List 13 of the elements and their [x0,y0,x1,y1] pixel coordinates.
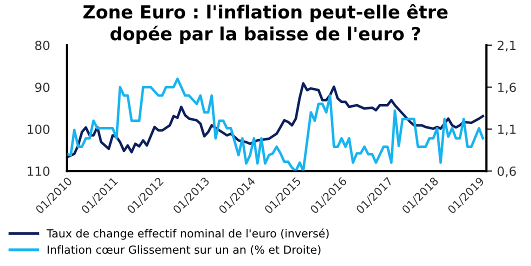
y-tick-label: 80 [35,40,50,50]
legend-label: Taux de change effectif nominal de l'euro (inversé) [46,228,329,240]
y-tick-label: 100 [28,124,50,134]
y-tick-label: 90 [35,82,50,92]
y2-tick-label: 2,1 [498,40,516,52]
y2-tick-label: 0,6 [498,166,516,178]
legend-label: Inflation cœur Glissement sur un an (% et Droite) [48,245,320,256]
y2-tick-label: 1,1 [498,124,516,136]
line-series [66,82,484,158]
y-tick-label: 110 [28,166,50,176]
y2-tick-label: 1,6 [498,82,516,94]
chart-title: Zone Euro : l'inflation peut-elle être dopée par la baisse de l'euro ? [83,4,448,44]
line-series [66,78,484,172]
